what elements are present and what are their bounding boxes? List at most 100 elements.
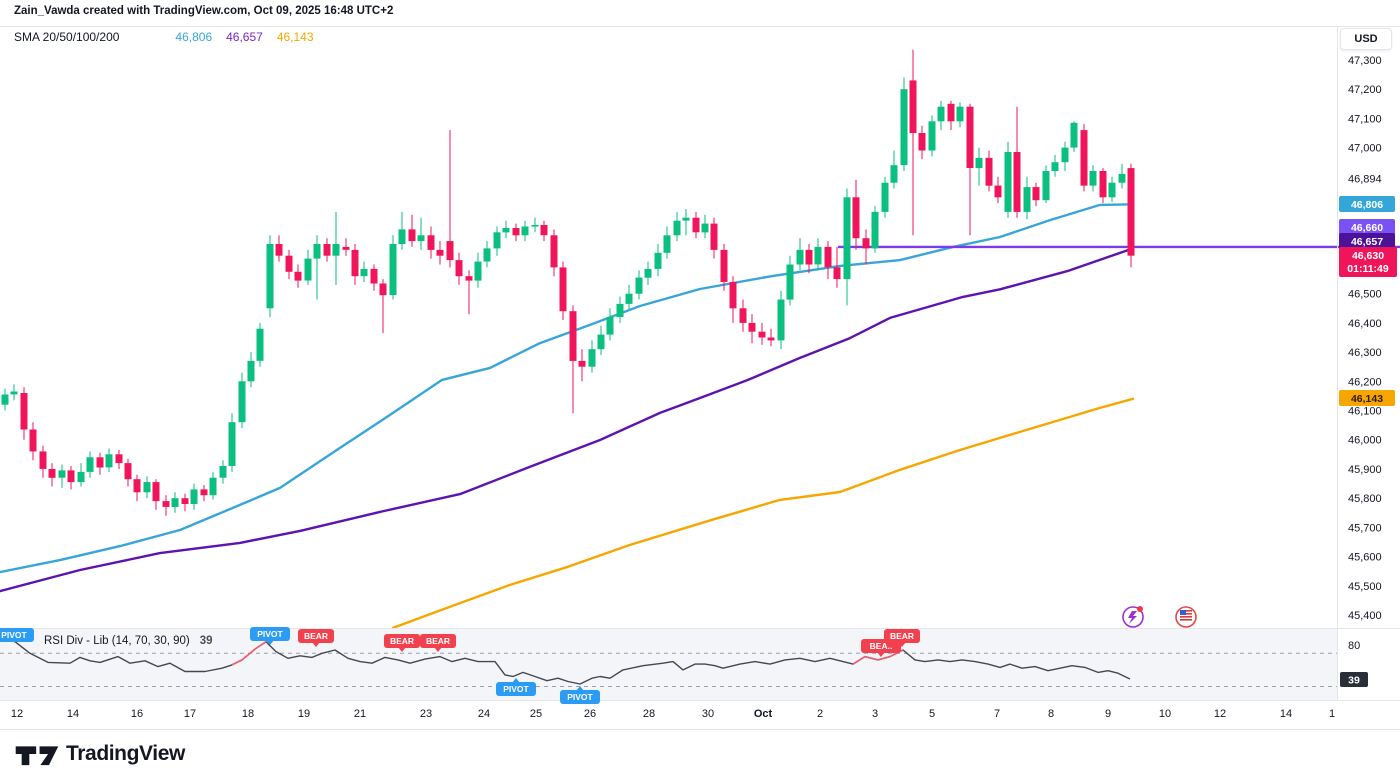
- candle-body: [493, 232, 501, 249]
- candle-body: [379, 283, 387, 296]
- candle-body: [20, 393, 28, 430]
- legend-sma200-value: 46,143: [276, 30, 314, 44]
- currency-selector-button[interactable]: USD: [1340, 28, 1392, 50]
- candle-body: [994, 185, 1002, 198]
- candle-body: [152, 482, 160, 502]
- svg-text:46,630: 46,630: [1352, 250, 1384, 262]
- chart-bottom-border: [0, 729, 1400, 730]
- time-axis-label: 8: [1048, 708, 1054, 720]
- tradingview-logo-text: TradingView: [66, 742, 185, 765]
- pivot-badge[interactable]: PIVOT: [250, 627, 290, 645]
- candle-body: [710, 223, 718, 250]
- candle-body: [209, 477, 217, 496]
- price-tick: 47,300: [1348, 55, 1382, 67]
- candle-body: [890, 165, 898, 183]
- rsi-axis-top-tick: 80: [1348, 640, 1360, 652]
- time-axis-label: 14: [1280, 708, 1292, 720]
- price-tick: 45,900: [1348, 464, 1382, 476]
- time-axis-label: 30: [702, 708, 714, 720]
- time-axis-label: 9: [1105, 708, 1111, 720]
- svg-text:46,143: 46,143: [1351, 393, 1383, 405]
- candle-body: [427, 235, 435, 250]
- svg-text:46,806: 46,806: [1351, 199, 1383, 211]
- rsi-value-badge: 39: [1340, 672, 1368, 687]
- candle-body: [29, 429, 37, 452]
- candle-body: [275, 244, 283, 256]
- tradingview-logo[interactable]: TradingView: [14, 739, 185, 769]
- time-axis-label: 28: [643, 708, 655, 720]
- time-axis-label: 25: [530, 708, 542, 720]
- candle-body: [1004, 152, 1012, 212]
- price-tick: 47,100: [1348, 113, 1382, 125]
- candle-body: [86, 457, 94, 472]
- economic-event-lightning-icon[interactable]: [1122, 606, 1144, 628]
- candle-body: [360, 268, 368, 277]
- candle-body: [928, 121, 936, 151]
- pivot-badge[interactable]: PIVOT: [496, 678, 536, 696]
- bear-badge[interactable]: BEAR: [884, 629, 920, 647]
- sma-slow-line: [0, 247, 1135, 593]
- candle-body: [559, 267, 567, 312]
- price-axis-badge: 46,660: [1339, 219, 1395, 235]
- candle-body: [692, 217, 700, 233]
- bear-badge[interactable]: BEAR: [384, 634, 420, 652]
- time-axis-label: 5: [929, 708, 935, 720]
- candle-body: [190, 489, 198, 504]
- candle-body: [947, 103, 955, 122]
- price-axis-badge: 46,657: [1339, 233, 1395, 249]
- tradingview-logo-icon: [15, 746, 59, 766]
- attribution-text: Zain_Vawda created with TradingView.com,…: [14, 5, 394, 17]
- candle-body: [351, 249, 359, 277]
- badge-box: [420, 634, 456, 648]
- candle-body: [115, 454, 123, 464]
- header-separator: [0, 26, 1400, 27]
- candle-body: [67, 470, 75, 483]
- candle-body: [465, 276, 473, 281]
- candle-body: [143, 482, 151, 493]
- badge-label: BEAR: [390, 636, 414, 646]
- candle-body: [956, 106, 964, 122]
- candle-body: [417, 235, 425, 242]
- time-axis-label: 12: [1214, 708, 1226, 720]
- pivot-badge[interactable]: PIVOT: [0, 628, 34, 642]
- price-tick: 46,500: [1348, 289, 1382, 301]
- candle-body: [663, 235, 671, 253]
- price-tick: 45,600: [1348, 552, 1382, 564]
- candles-layer: [1, 49, 1135, 516]
- bear-badge[interactable]: BEAR: [420, 634, 456, 652]
- time-axis-label: 23: [420, 708, 432, 720]
- candle-body: [133, 479, 141, 493]
- candle-body: [436, 249, 444, 256]
- economic-event-us-flag-icon[interactable]: [1175, 606, 1197, 628]
- candle-body: [1127, 168, 1135, 256]
- candle-body: [48, 469, 56, 478]
- rsi-indicator-label: RSI Div - Lib (14, 70, 30, 90) 39: [44, 635, 213, 647]
- badge-tail: [434, 647, 442, 652]
- badge-box: [384, 634, 420, 648]
- badge-box: [0, 628, 34, 642]
- time-axis-label: 10: [1159, 708, 1171, 720]
- bear-badge[interactable]: BEAR: [298, 629, 334, 647]
- badge-tail: [576, 686, 584, 691]
- pivot-badge[interactable]: PIVOT: [560, 686, 600, 704]
- price-axis-badge: 46,143: [1339, 390, 1395, 406]
- candle-body: [777, 299, 785, 341]
- chart-canvas[interactable]: PIVOT PIVOT BEAR BEAR BEAR BEA..BEARPIVOTPIVO…: [0, 0, 1400, 738]
- candle-body: [1089, 171, 1097, 186]
- candle-body: [1108, 182, 1116, 198]
- price-axis-badge: 46,806: [1339, 196, 1395, 212]
- rsi-line: [0, 637, 1131, 685]
- price-tick: 46,200: [1348, 376, 1382, 388]
- candle-body: [767, 337, 775, 341]
- legend-sma100-value: 46,657: [226, 30, 263, 44]
- candle-body: [238, 381, 246, 423]
- rsi-label-text: RSI Div - Lib (14, 70, 30, 90): [44, 635, 190, 647]
- candle-body: [323, 244, 331, 256]
- candle-body: [786, 264, 794, 300]
- candle-body: [1099, 171, 1107, 198]
- candle-body: [597, 334, 605, 350]
- candle-body: [720, 249, 728, 282]
- candle-body: [96, 457, 104, 468]
- candle-body: [862, 238, 870, 249]
